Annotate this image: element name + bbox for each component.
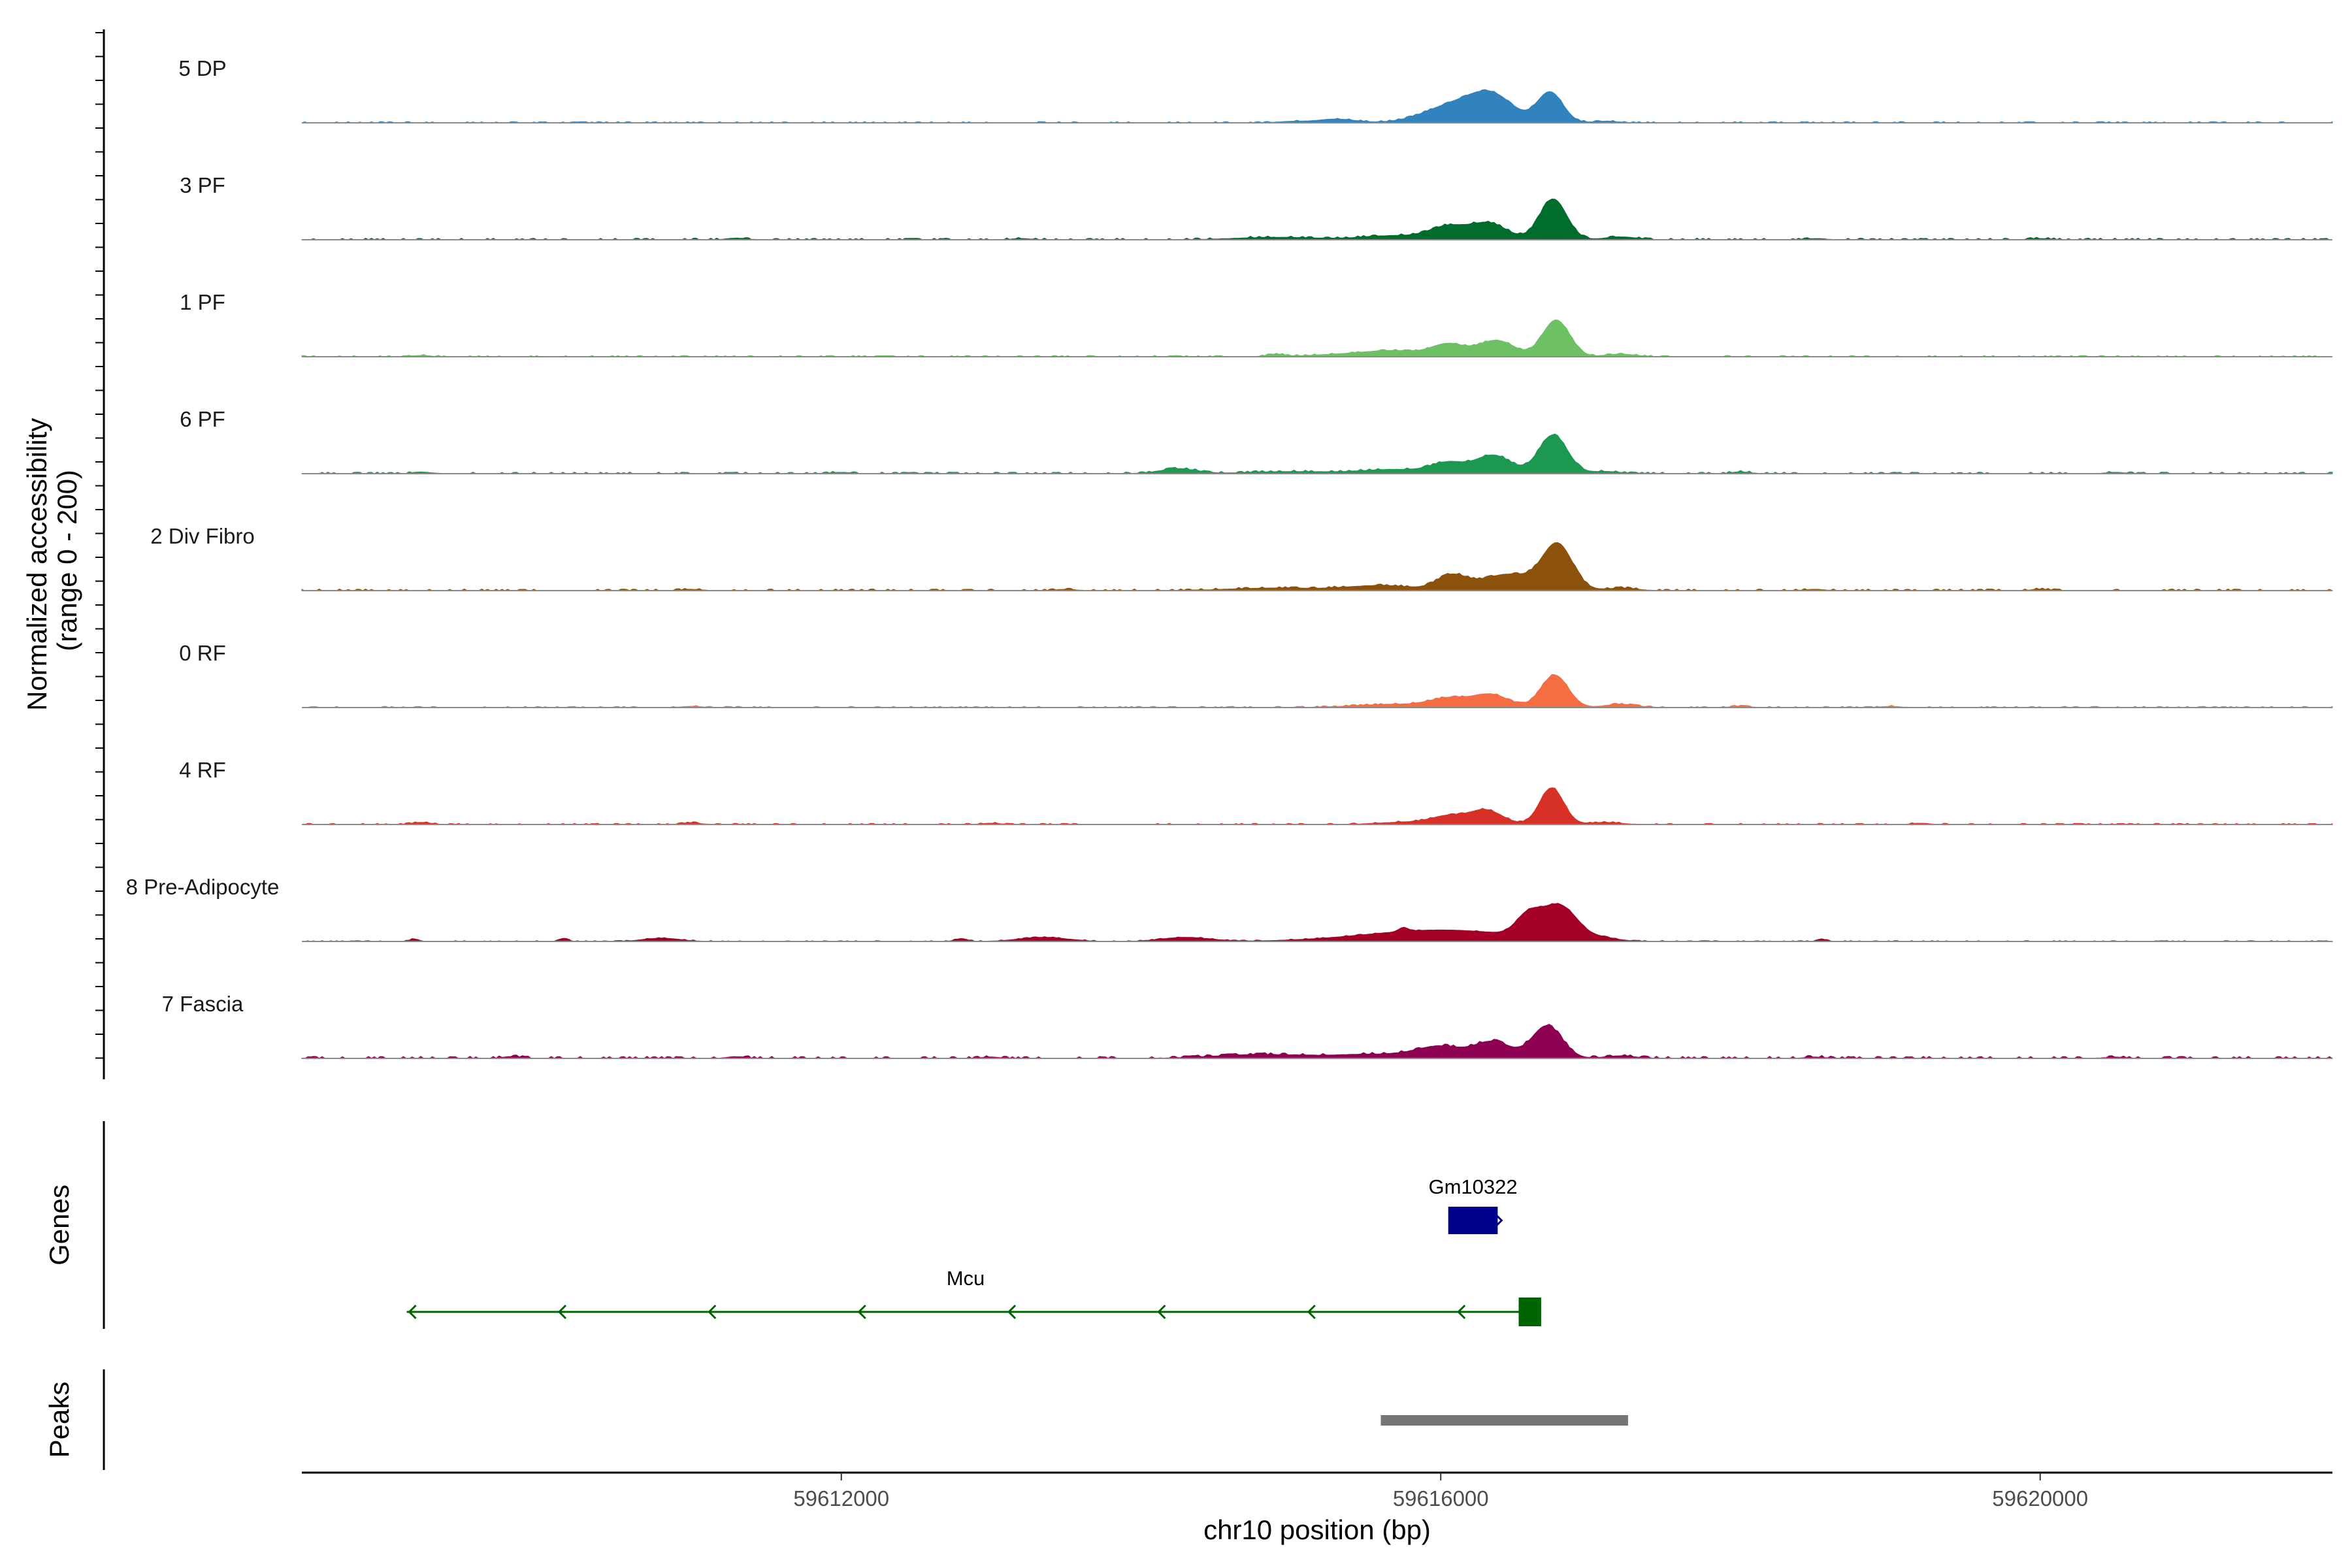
track-3-pf: 3 PF: [180, 173, 2333, 240]
track-1-pf: 1 PF: [180, 290, 2332, 357]
peak-region: [1380, 1415, 1628, 1426]
peaks-track: [1380, 1415, 1628, 1426]
gene-strand-arrow-mcu: [708, 1304, 717, 1320]
y-axis-title: Normalized accessibility (range 0 - 200): [22, 410, 82, 711]
gene-exon-mcu: [1518, 1298, 1541, 1326]
x-axis-ticks: 59612000 59616000 59620000: [793, 1473, 2088, 1511]
track-8-pre-adipocyte: 8 Pre-Adipocyte: [126, 875, 2333, 942]
track-label-2-div-fibro: 2 Div Fibro: [150, 524, 255, 548]
gene-strand-arrow-mcu: [408, 1304, 417, 1320]
peaks-track-label: Peaks: [44, 1382, 74, 1458]
track-label-3-pf: 3 PF: [180, 173, 225, 197]
genes-track: Gm10322 Mcu: [406, 1175, 1541, 1326]
gene-strand-arrow-mcu: [557, 1304, 566, 1320]
track-label-6-pf: 6 PF: [180, 407, 225, 431]
gene-strand-arrow-mcu: [1457, 1304, 1466, 1320]
x-tick-label: 59620000: [1992, 1486, 2088, 1511]
x-axis-title: chr10 position (bp): [1203, 1514, 1431, 1545]
x-tick-label: 59616000: [1393, 1486, 1489, 1511]
gene-strand-arrow-mcu: [1007, 1304, 1017, 1320]
track-4-rf: 4 RF: [179, 758, 2333, 825]
track-0-rf: 0 RF: [179, 641, 2333, 708]
coverage-tracks: 5 DP 3 PF 1 PF 6 PF 2 Div Fibro 0 RF 4 RF 8 Pre…: [126, 56, 2333, 1059]
coverage-area-1-pf: [301, 319, 2332, 357]
gene-strand-arrow-mcu: [857, 1304, 866, 1320]
coverage-area-6-pf: [301, 433, 2333, 474]
track-2-div-fibro: 2 Div Fibro: [150, 524, 2333, 591]
genes-track-label: Genes: [44, 1184, 74, 1266]
coverage-area-2-div-fibro: [301, 542, 2333, 591]
track-label-7-fascia: 7 Fascia: [162, 992, 244, 1016]
gene-mcu: Mcu: [406, 1267, 1541, 1326]
track-label-4-rf: 4 RF: [179, 758, 226, 782]
coverage-area-7-fascia: [301, 1024, 2333, 1059]
gene-strand-arrow-gm10322: [1495, 1214, 1503, 1227]
track-label-8-pre-adipocyte: 8 Pre-Adipocyte: [126, 875, 280, 899]
track-7-fascia: 7 Fascia: [162, 992, 2333, 1059]
coverage-area-4-rf: [301, 787, 2333, 825]
track-label-1-pf: 1 PF: [180, 290, 225, 314]
x-tick-label: 59612000: [793, 1486, 889, 1511]
coverage-y-ticks: [95, 32, 104, 1059]
gene-strand-arrow-mcu: [1307, 1304, 1316, 1320]
track-label-5-dp: 5 DP: [178, 56, 226, 80]
gene-exon-gm10322: [1448, 1207, 1498, 1234]
gene-label-gm10322: Gm10322: [1428, 1175, 1517, 1198]
coverage-area-5-dp: [301, 89, 2333, 123]
track-6-pf: 6 PF: [180, 407, 2333, 474]
gene-gm10322: Gm10322: [1428, 1175, 1518, 1234]
track-label-0-rf: 0 RF: [179, 641, 226, 665]
coverage-area-3-pf: [301, 198, 2333, 240]
coverage-area-0-rf: [301, 674, 2333, 708]
gene-label-mcu: Mcu: [947, 1267, 985, 1290]
track-5-dp: 5 DP: [178, 56, 2333, 123]
coverage-area-8-pre-adipocyte: [302, 902, 2333, 942]
gene-strand-arrow-mcu: [1157, 1304, 1166, 1320]
